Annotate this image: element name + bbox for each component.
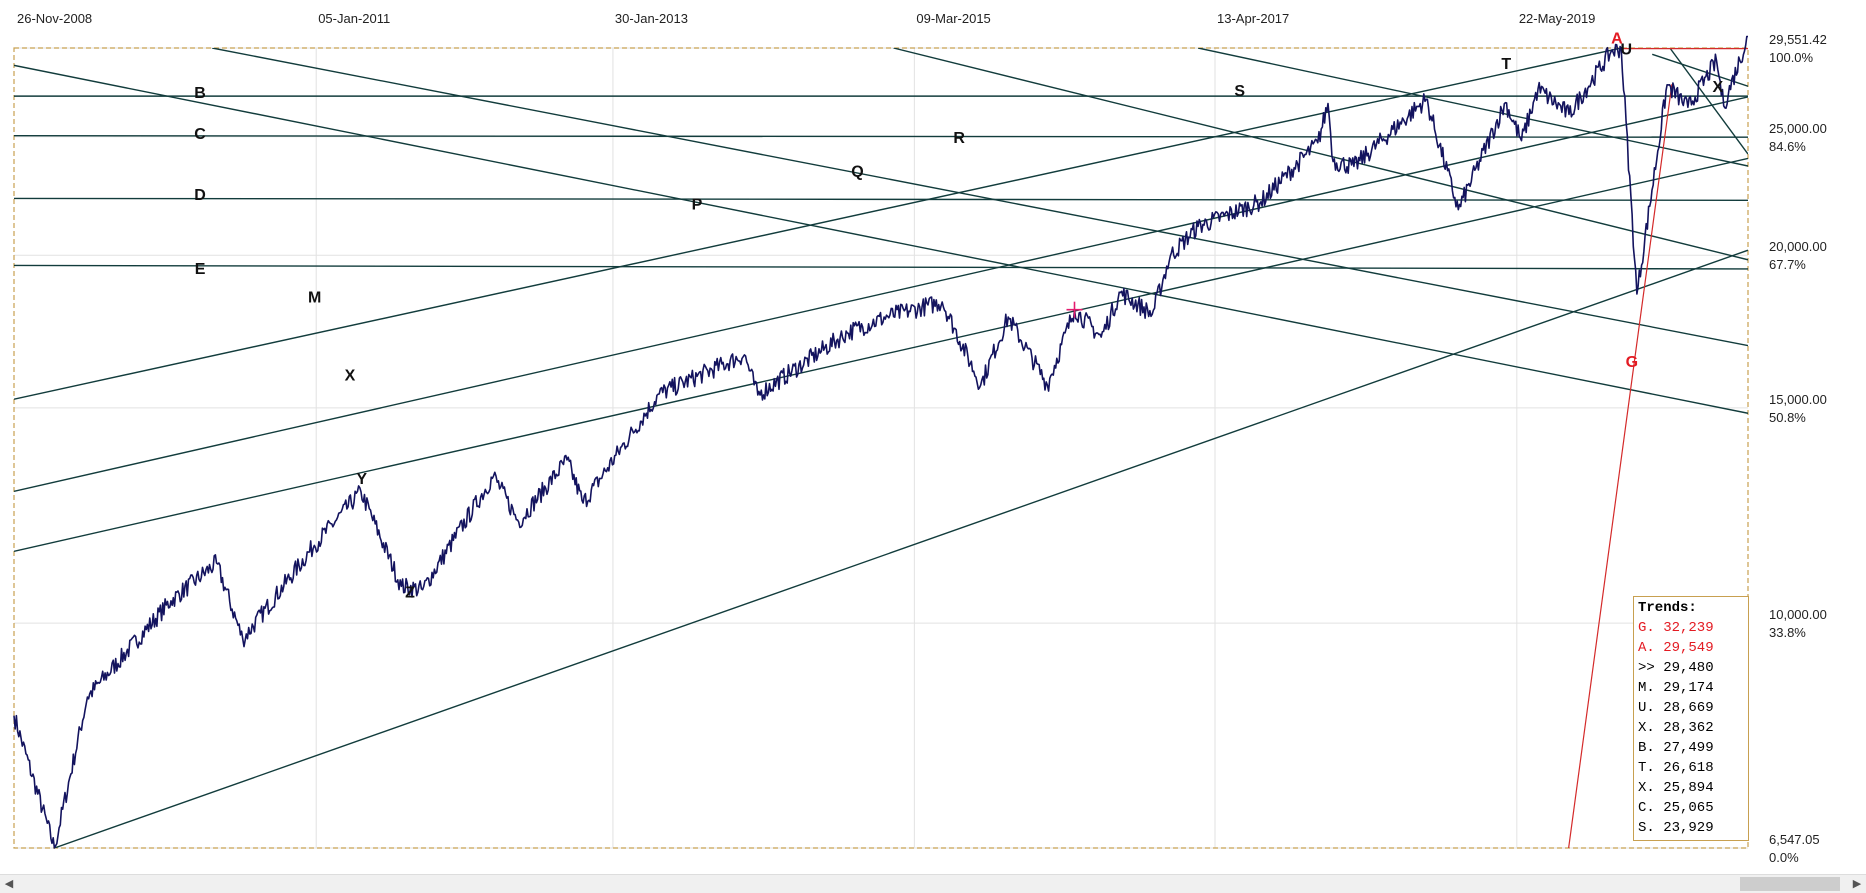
trendlines bbox=[14, 48, 1748, 848]
chevron-left-icon[interactable]: ◀ bbox=[4, 878, 14, 890]
trend-row: M. 29,174 bbox=[1638, 680, 1714, 696]
trendline bbox=[14, 96, 1748, 492]
wave-label: M bbox=[308, 289, 321, 306]
wave-label: Q bbox=[851, 163, 863, 180]
price-tick-label: 20,000.00 bbox=[1769, 239, 1827, 255]
scroll-thumb[interactable] bbox=[1740, 877, 1840, 891]
trend-row: G. 32,239 bbox=[1638, 620, 1714, 636]
wave-labels: B C D E M X Y Z P Q R S T U X A G bbox=[194, 31, 1723, 602]
trendline bbox=[54, 249, 1748, 848]
grid-lines bbox=[14, 47, 1748, 849]
wave-label: T bbox=[1501, 56, 1511, 73]
trendline bbox=[14, 197, 1748, 202]
percent-tick-label: 0.0% bbox=[1769, 850, 1799, 865]
trend-row: B. 27,499 bbox=[1638, 740, 1714, 756]
date-tick-label: 30-Jan-2013 bbox=[614, 11, 688, 26]
wave-label: C bbox=[194, 126, 206, 143]
trendline bbox=[1197, 48, 1748, 167]
trends-panel: Trends: G. 32,239 A. 29,549 >> 29,480 M. 29… bbox=[1633, 596, 1749, 841]
trend-row: T. 26,618 bbox=[1638, 760, 1714, 776]
trend-row: A. 29,549 bbox=[1638, 640, 1714, 656]
trendline bbox=[14, 64, 1748, 414]
wave-label: P bbox=[692, 196, 703, 213]
date-tick-label: 09-Mar-2015 bbox=[916, 11, 991, 26]
trendline bbox=[14, 264, 1748, 270]
wave-label: E bbox=[195, 261, 206, 278]
trendline bbox=[14, 157, 1748, 552]
trends-list: G. 32,239 A. 29,549 >> 29,480 M. 29,174 U. 2… bbox=[1638, 618, 1742, 838]
date-tick-label: 22-May-2019 bbox=[1518, 11, 1596, 26]
trend-row: X. 28,362 bbox=[1638, 720, 1714, 736]
wave-label: X bbox=[1712, 79, 1723, 96]
price-tick-label: 10,000.00 bbox=[1769, 607, 1827, 623]
wave-label: A bbox=[1611, 31, 1623, 48]
wave-label: D bbox=[194, 187, 206, 204]
chart-frame bbox=[13, 47, 1749, 849]
wave-label: B bbox=[194, 85, 206, 102]
price-tick-label: 15,000.00 bbox=[1769, 391, 1827, 407]
percent-tick-label: 100.0% bbox=[1769, 50, 1814, 65]
date-tick-label: 05-Jan-2011 bbox=[318, 11, 391, 26]
trendline bbox=[14, 135, 1748, 138]
chart: B C D E M X Y Z P Q R S T U X A G bbox=[13, 31, 1749, 849]
date-tick-label: 26-Nov-2008 bbox=[17, 11, 93, 26]
wave-label: G bbox=[1626, 354, 1638, 371]
trendline bbox=[1669, 48, 1748, 155]
wave-label: S bbox=[1234, 83, 1245, 100]
price-tick-label: 6,547.05 bbox=[1769, 832, 1820, 847]
price-line bbox=[13, 35, 1748, 849]
wave-label: Z bbox=[405, 584, 415, 601]
percent-tick-label: 67.7% bbox=[1769, 257, 1806, 273]
wave-label: X bbox=[345, 367, 356, 384]
date-tick-label: 13-Apr-2017 bbox=[1217, 11, 1290, 26]
red-trendline bbox=[1568, 84, 1673, 848]
horizontal-scrollbar[interactable]: ◀ ▶ bbox=[0, 874, 1866, 893]
trend-row: S. 23,929 bbox=[1638, 820, 1714, 836]
wave-label: R bbox=[953, 130, 965, 147]
percent-tick-label: 33.8% bbox=[1769, 625, 1806, 641]
trend-row: X. 25,894 bbox=[1638, 780, 1714, 796]
wave-label: U bbox=[1621, 41, 1633, 58]
marker bbox=[1066, 301, 1083, 318]
red-lines bbox=[1568, 48, 1748, 848]
trend-row: U. 28,669 bbox=[1638, 700, 1714, 716]
chevron-right-icon[interactable]: ▶ bbox=[1852, 878, 1862, 890]
price-tick-label: 29,551.42 bbox=[1769, 32, 1827, 47]
wave-label: Y bbox=[356, 471, 367, 488]
price-tick-label: 25,000.00 bbox=[1769, 120, 1827, 136]
price-series bbox=[13, 35, 1748, 849]
trendline bbox=[14, 48, 1622, 400]
percent-tick-label: 50.8% bbox=[1769, 409, 1806, 425]
trends-title: Trends: bbox=[1638, 600, 1697, 616]
trendline bbox=[212, 48, 1748, 347]
trend-row: C. 25,065 bbox=[1638, 800, 1714, 816]
percent-tick-label: 84.6% bbox=[1769, 138, 1806, 154]
trendline bbox=[893, 48, 1748, 261]
trend-row: >> 29,480 bbox=[1638, 660, 1714, 676]
